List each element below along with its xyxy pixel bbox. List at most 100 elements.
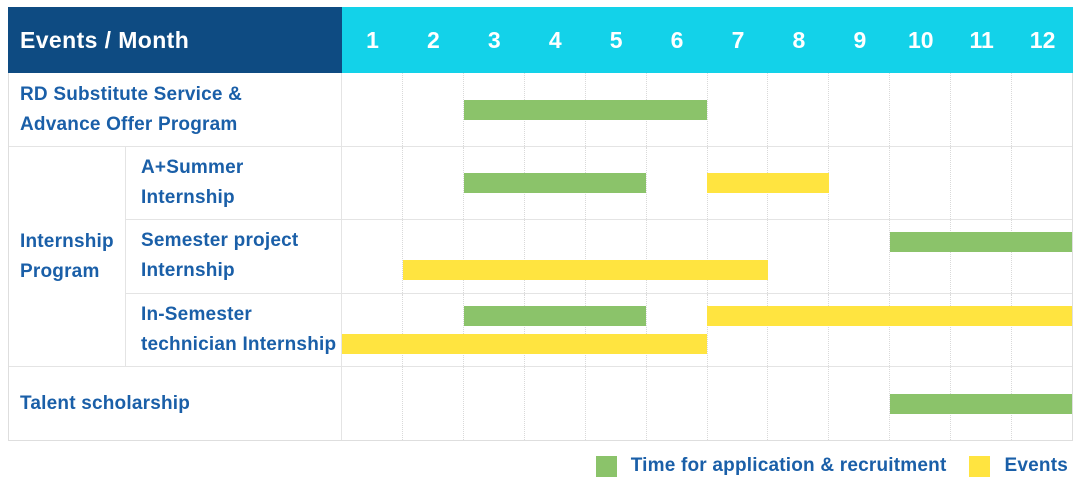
month-cell <box>950 220 1011 293</box>
bar-line <box>342 260 1072 281</box>
month-cell <box>889 293 950 366</box>
month-cell <box>950 147 1011 220</box>
month-cell <box>523 293 585 366</box>
month-cell <box>828 367 889 440</box>
row-track-talent-scholarship <box>342 367 1072 440</box>
month-cell <box>1011 293 1072 366</box>
month-header-7: 7 <box>731 26 745 53</box>
gantt-row-talent-scholarship: Talent scholarship <box>9 366 1072 440</box>
legend: Time for application & recruitment Event… <box>595 450 1068 482</box>
month-header-12: 12 <box>1029 26 1056 53</box>
month-cell <box>950 73 1011 146</box>
month-cell <box>1011 147 1072 220</box>
row-track-a-plus-summer-internship <box>342 147 1072 220</box>
month-gridlines <box>342 220 1072 293</box>
month-cell <box>462 73 524 146</box>
month-cell <box>462 367 524 440</box>
month-cell <box>523 220 585 293</box>
gantt-body: RD Substitute Service & Advance Offer Pro… <box>9 73 1072 440</box>
label-line: RD Substitute Service & <box>20 83 243 105</box>
label-line: Program <box>20 260 100 282</box>
gantt-row-a-plus-summer-internship: A+Summer Internship <box>126 147 1072 220</box>
month-cell <box>706 73 768 146</box>
row-track-rd-substitute <box>342 73 1072 146</box>
legend-swatch-green <box>595 455 617 477</box>
bar-line <box>342 305 1072 326</box>
month-cell <box>828 293 889 366</box>
label-line: Internship <box>20 230 114 252</box>
month-cell <box>706 293 768 366</box>
bar-lines <box>342 220 1072 292</box>
bar-line <box>342 333 1072 354</box>
legend-swatch-yellow <box>969 455 991 477</box>
month-header-6: 6 <box>670 26 684 53</box>
label-line: Internship <box>141 260 235 282</box>
gantt-table: Events / Month 1 2 3 4 5 6 7 8 9 10 11 12 RD Substi… <box>8 7 1073 441</box>
month-cell <box>767 293 828 366</box>
bar-line <box>342 173 1072 194</box>
month-header-row: 1 2 3 4 5 6 7 8 9 10 11 12 <box>342 7 1073 73</box>
row-track-semester-project-internship <box>342 220 1072 293</box>
row-label-talent-scholarship: Talent scholarship <box>9 367 342 440</box>
legend-label-application-recruitment: Time for application & recruitment <box>630 455 947 476</box>
month-header-1: 1 <box>366 26 379 53</box>
events-month-header-cell: Events / Month <box>8 7 342 73</box>
label-line: In-Semester <box>141 303 252 325</box>
month-cell <box>706 220 768 293</box>
row-track-in-semester-technician-internship <box>342 293 1072 366</box>
month-cell <box>645 367 707 440</box>
gantt-bar-green-m3-5 <box>463 305 647 326</box>
table-header: Events / Month 1 2 3 4 5 6 7 8 9 10 11 12 <box>8 7 1073 73</box>
month-cell <box>889 220 950 293</box>
row-label-in-semester-technician-internship: In-Semester technician Internship <box>126 293 342 366</box>
month-header-4: 4 <box>548 26 562 53</box>
row-label-a-plus-summer-internship: A+Summer Internship <box>126 147 342 220</box>
month-cell <box>401 73 463 146</box>
label-line: technician Internship <box>141 333 337 355</box>
month-cell <box>889 73 950 146</box>
month-cell <box>462 293 524 366</box>
month-cell <box>950 293 1011 366</box>
legend-item-application-recruitment: Time for application & recruitment <box>595 455 947 477</box>
month-cell <box>523 367 585 440</box>
gantt-bar-green-m3-5 <box>463 173 647 194</box>
gantt-row-in-semester-technician-internship: In-Semester technician Internship <box>126 292 1072 366</box>
bar-lines <box>342 367 1072 440</box>
month-cell <box>889 147 950 220</box>
bar-line <box>342 99 1072 120</box>
label-line: Advance Offer Program <box>20 113 238 135</box>
month-cell <box>462 147 524 220</box>
month-cell <box>767 367 828 440</box>
gantt-bar-green-m10-12 <box>889 232 1072 253</box>
month-header-10: 10 <box>907 26 934 53</box>
month-header-2: 2 <box>426 26 440 53</box>
month-cell <box>401 367 463 440</box>
gantt-row-semester-project-internship: Semester project Internship <box>126 219 1072 293</box>
month-cell <box>1011 73 1072 146</box>
legend-item-events: Events <box>969 455 1068 477</box>
gantt-bar-green-m3-6 <box>463 99 707 120</box>
legend-label-events: Events <box>1004 455 1068 476</box>
month-cell <box>767 73 828 146</box>
bar-lines <box>342 73 1072 146</box>
gantt-bar-yellow-m7-8 <box>707 173 829 194</box>
label-line: Semester project <box>141 230 299 252</box>
month-cell <box>828 73 889 146</box>
gantt-bar-yellow-m2-7 <box>402 260 768 281</box>
month-header-9: 9 <box>853 26 867 53</box>
month-cell <box>828 220 889 293</box>
month-cell <box>645 220 707 293</box>
month-header-8: 8 <box>792 26 806 53</box>
label-line: Internship <box>141 187 235 209</box>
row-label-semester-project-internship: Semester project Internship <box>126 220 342 293</box>
bar-line <box>342 393 1072 414</box>
bar-line <box>342 232 1072 253</box>
month-cell <box>767 220 828 293</box>
gantt-row-rd-substitute: RD Substitute Service & Advance Offer Pro… <box>9 73 1072 146</box>
group-subrows: A+Summer Internship Semester project Intern… <box>126 147 1072 366</box>
month-cell <box>584 293 646 366</box>
month-cell <box>584 367 646 440</box>
month-gridlines <box>342 293 1072 366</box>
month-cell <box>401 220 463 293</box>
